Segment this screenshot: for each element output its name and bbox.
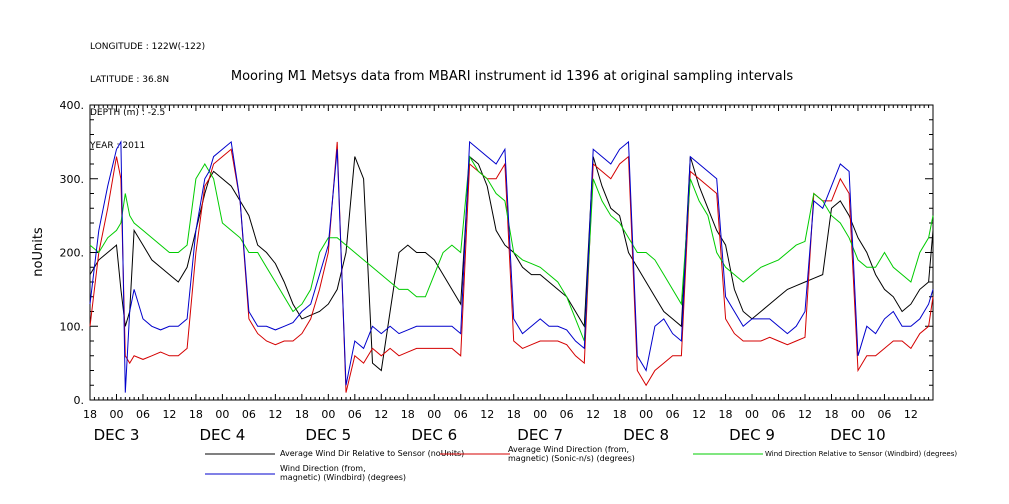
x-hour-label: 12 [268, 408, 282, 421]
x-hour-label: 18 [83, 408, 97, 421]
legend-label-2: Average Wind Direction (from, magnetic) (… [508, 445, 635, 463]
y-tick-label: 100. [60, 320, 85, 333]
series-line-4 [89, 140, 934, 393]
x-hour-label: 00 [745, 408, 759, 421]
x-hour-label: 06 [772, 408, 786, 421]
y-tick-label: 0. [74, 394, 85, 407]
chart-title: Mooring M1 Metsys data from MBARI instru… [231, 69, 793, 84]
legend-label-3: Wind Direction Relative to Sensor (Windb… [765, 450, 957, 458]
metadata-depth: DEPTH (m) : -2.5 [90, 108, 166, 118]
legend: Average Wind Dir Relative to Sensor (noU… [205, 445, 957, 482]
x-axis-labels: 18 00 06 12 18 00 06 12 18 00 06 12 18 00 06 12 18 00 06 12… [83, 408, 918, 444]
x-hour-label: 00 [427, 408, 441, 421]
x-hour-label: 18 [507, 408, 521, 421]
x-day-label: DEC 9 [729, 426, 775, 444]
x-day-label: DEC 7 [517, 426, 563, 444]
legend-label-4: Wind Direction (from, magnetic) (Windbird… [280, 464, 406, 482]
x-hour-label: 18 [613, 408, 627, 421]
x-hour-label: 00 [215, 408, 229, 421]
x-hour-label: 18 [824, 408, 838, 421]
y-tick-label: 200. [60, 247, 85, 260]
x-hour-label: 00 [533, 408, 547, 421]
x-hour-label: 06 [348, 408, 362, 421]
metadata-block: LONGITUDE : 122W(-122) LATITUDE : 36.8N … [90, 20, 205, 163]
x-hour-label: 12 [798, 408, 812, 421]
y-axis-label: noUnits [31, 227, 46, 277]
x-hour-label: 00 [109, 408, 123, 421]
x-hour-label: 06 [560, 408, 574, 421]
x-hour-label: 12 [904, 408, 918, 421]
x-hour-label: 00 [851, 408, 865, 421]
y-tick-label: 300. [60, 173, 85, 186]
x-hour-label: 06 [877, 408, 891, 421]
plot-frame [89, 104, 934, 401]
metadata-latitude: LATITUDE : 36.8N [90, 75, 170, 85]
x-hour-label: 12 [692, 408, 706, 421]
x-hour-label: 12 [480, 408, 494, 421]
legend-label-1: Average Wind Dir Relative to Sensor (noU… [280, 449, 464, 458]
x-hour-label: 06 [136, 408, 150, 421]
x-hour-label: 06 [454, 408, 468, 421]
x-hour-label: 18 [189, 408, 203, 421]
x-hour-label: 18 [295, 408, 309, 421]
axis-ticks [89, 104, 934, 401]
x-hour-label: 12 [162, 408, 176, 421]
x-hour-label: 18 [719, 408, 733, 421]
x-day-label: DEC 6 [411, 426, 457, 444]
x-day-label: DEC 4 [199, 426, 245, 444]
series-layer [89, 140, 934, 393]
x-day-label: DEC 8 [623, 426, 669, 444]
metadata-longitude: LONGITUDE : 122W(-122) [90, 42, 206, 52]
x-hour-label: 00 [639, 408, 653, 421]
x-day-label: DEC 10 [830, 426, 885, 444]
x-hour-label: 06 [242, 408, 256, 421]
series-line-1 [89, 155, 934, 372]
x-hour-label: 12 [586, 408, 600, 421]
y-tick-label: 400. [60, 99, 85, 112]
y-axis-labels: 0. 100. 200. 300. 400. [60, 99, 85, 407]
x-hour-label: 00 [321, 408, 335, 421]
x-hour-label: 12 [374, 408, 388, 421]
x-hour-label: 18 [401, 408, 415, 421]
x-day-label: DEC 3 [94, 426, 140, 444]
x-day-label: DEC 5 [305, 426, 351, 444]
series-line-3 [89, 155, 934, 342]
series-line-2 [89, 141, 934, 393]
x-hour-label: 06 [666, 408, 680, 421]
